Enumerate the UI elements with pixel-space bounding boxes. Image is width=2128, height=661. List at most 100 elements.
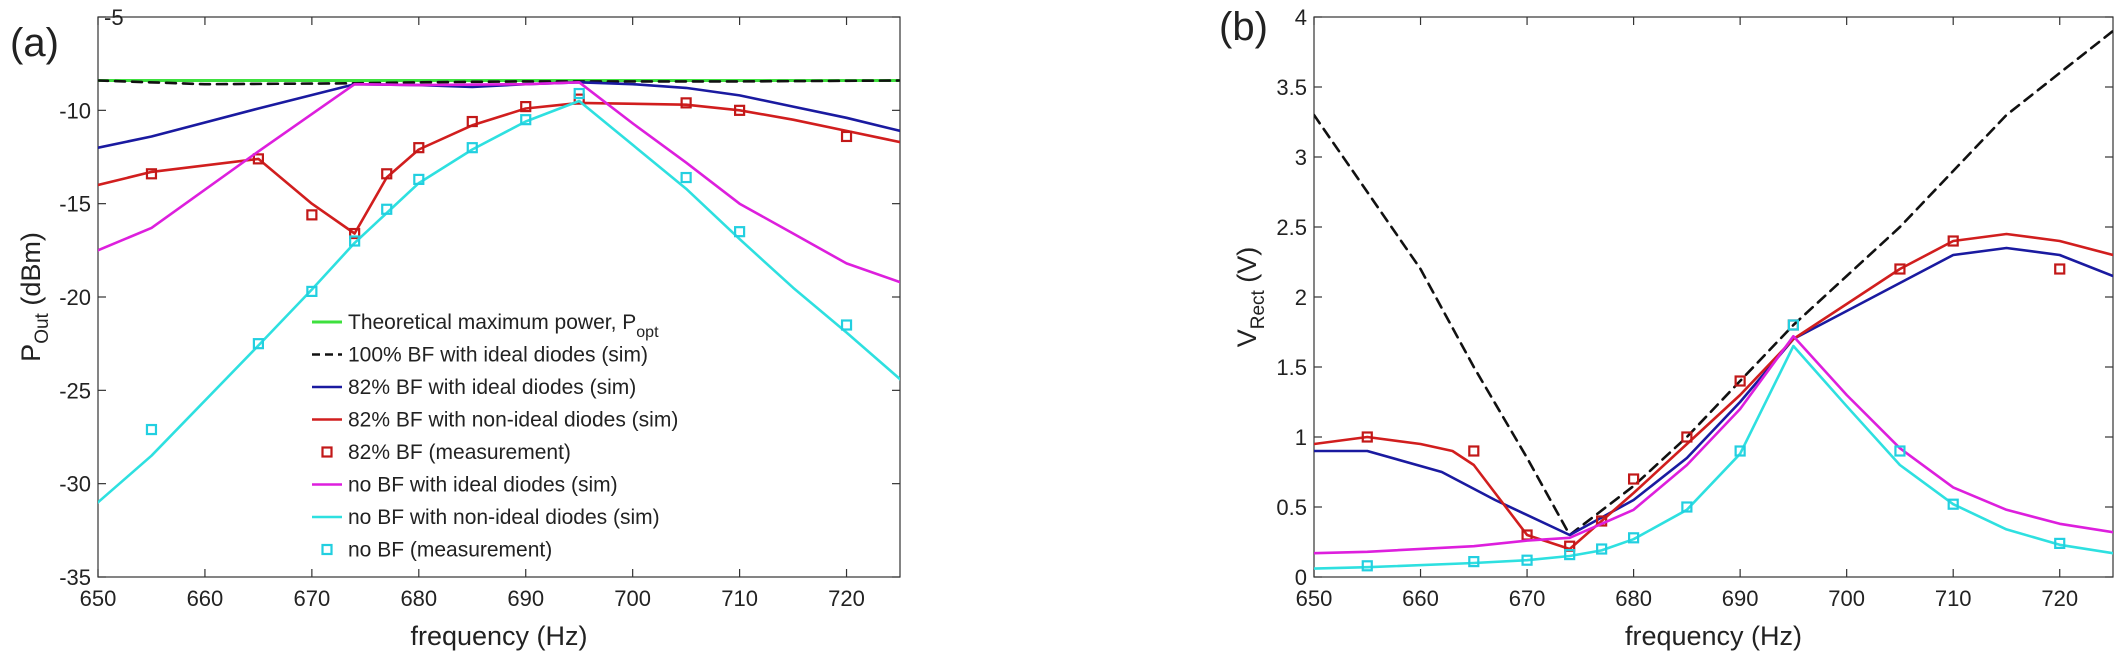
panel-b-ytick-label: 3.5 xyxy=(1276,75,1307,100)
panel-a-series-82-bf-measurement-marker xyxy=(733,104,746,116)
panel-a-series-82-bf-measurement-marker xyxy=(840,130,853,143)
panel-a-series-no-bf-measurement-marker xyxy=(466,142,478,154)
panel-a-ytick-label: -5 xyxy=(104,5,124,30)
panel-a-series-82-bf-measurement-marker xyxy=(680,97,692,109)
legend-item-3-label-text: 82% BF with non-ideal diodes (sim) xyxy=(348,409,678,432)
panel-a-xtick-label: 690 xyxy=(507,586,544,611)
panel-a-plot-area xyxy=(98,79,900,504)
panel-a-series-no-bf-measurement-marker xyxy=(349,235,361,247)
panel-a-ytick-label: -10 xyxy=(59,98,91,123)
panel-b-ytick-label: 2.5 xyxy=(1276,215,1307,240)
panel-a-series-82-bf-with-non-ideal-diodes-sim-line xyxy=(98,101,900,235)
panel-a-series-82-bf-measurement-marker xyxy=(520,100,532,113)
panel-b-series-no-bf-measurement-marker xyxy=(1361,560,1373,572)
panel-a-series-82-bf-measurement-marker xyxy=(349,227,361,240)
panel-b-ytick-label: 1.5 xyxy=(1276,355,1307,380)
panel-b-series-no-bf-measurement-marker xyxy=(1468,555,1480,568)
panel-b: 650 660 670 680 690 700 710 720 0 0.5 1 1.5 2 2.5 3 3.5… xyxy=(1219,5,2114,651)
panel-b-series-82-bf-measurement-marker xyxy=(1947,235,1959,247)
legend-item-5-label-text: no BF with ideal diodes (sim) xyxy=(348,474,618,497)
panel-a-ytick-label: -35 xyxy=(59,565,91,590)
panel-a-xlabel: frequency (Hz) xyxy=(410,621,587,651)
panel-b-series-no-bf-measurement-marker xyxy=(1787,319,1800,331)
panel-a-series-no-bf-measurement-marker xyxy=(381,203,393,215)
legend-item-4-label-text: 82% BF (measurement) xyxy=(348,441,571,464)
panel-b-xtick-label: 700 xyxy=(1828,586,1865,611)
panel-a-ytick-label: -30 xyxy=(59,472,91,497)
panel-b-series-no-bf-measurement-marker xyxy=(1681,501,1693,513)
panel-a-xtick-label: 660 xyxy=(187,586,224,611)
panel-a-ylabel: POut (dBm) xyxy=(16,232,53,362)
panel-b-ytick-label: 0.5 xyxy=(1276,495,1307,520)
panel-b-plot-area xyxy=(1314,29,2113,572)
legend-item-2-label-text: 82% BF with ideal diodes (sim) xyxy=(348,376,636,399)
panel-a-ytick-label: -25 xyxy=(59,378,91,403)
legend-item-6-label-text: no BF with non-ideal diodes (sim) xyxy=(348,506,660,529)
panel-b-ylabel-sub: Rect xyxy=(1248,289,1269,329)
legend-item-1-label-text: 100% BF with ideal diodes (sim) xyxy=(348,344,648,367)
panel-a-series-no-bf-measurement-marker xyxy=(840,319,853,331)
panel-b-series-82-bf-with-ideal-diodes-sim-line xyxy=(1314,246,2113,537)
panel-a-series-no-bf-measurement-marker xyxy=(306,285,318,297)
panel-b-series-no-bf-measurement-marker xyxy=(1627,532,1640,544)
panel-b-series-no-bf-measurement-marker xyxy=(1564,548,1576,561)
panel-a-series-82-bf-measurement-marker xyxy=(381,168,393,180)
panel-a-series-no-bf-measurement-marker xyxy=(413,173,425,185)
panel-a-xtick-label: 650 xyxy=(80,586,117,611)
panel-b-series-82-bf-measurement-marker xyxy=(1681,431,1693,443)
legend-item-6-label: no BF with non-ideal diodes (sim) xyxy=(348,506,660,529)
panel-b-series-82-bf-measurement-marker xyxy=(1468,445,1480,457)
panel-b-series-no-bf-measurement-marker xyxy=(1947,498,1959,510)
panel-b-xtick-label: 670 xyxy=(1509,586,1546,611)
panel-a-ylabel-unit: (dBm) xyxy=(16,232,46,313)
legend-item-7-label: no BF (measurement) xyxy=(348,539,552,562)
panel-b-series-82-bf-with-non-ideal-diodes-sim-line xyxy=(1314,232,2113,551)
panel-b-xtick-label: 680 xyxy=(1615,586,1652,611)
panel-b-xtick-label: 710 xyxy=(1935,586,1972,611)
panel-a: 650 660 670 680 690 700 710 720 -35 -30 -25 -20 -15 -… xyxy=(10,5,901,651)
panel-a-xtick-label: 710 xyxy=(721,586,758,611)
panel-a-ylabel-sub: Out xyxy=(32,312,53,343)
legend-item-7-swatch xyxy=(321,543,333,556)
panel-b-series-82-bf-measurement-marker xyxy=(1894,263,1906,275)
panel-b-ytick-label: 3 xyxy=(1295,145,1307,170)
panel-b-panel-label: (b) xyxy=(1219,5,1268,49)
legend-item-2-label: 82% BF with ideal diodes (sim) xyxy=(348,376,636,399)
panel-b-xtick-label: 720 xyxy=(2041,586,2078,611)
panel-a-series-82-bf-with-ideal-diodes-sim-line xyxy=(98,81,900,149)
legend-item-0-label-text: Theoretical maximum power, P xyxy=(348,311,636,334)
panel-b-series-no-bf-measurement-marker xyxy=(1521,554,1533,566)
panel-b-ytick-label: 0 xyxy=(1295,565,1307,590)
panel-b-ylabel-unit: (V) xyxy=(1232,247,1262,291)
panel-a-xtick-label: 700 xyxy=(614,586,651,611)
panel-a-series-no-bf-with-non-ideal-diodes-sim-line xyxy=(98,99,900,504)
legend-item-4-label: 82% BF (measurement) xyxy=(348,441,571,464)
panel-a-series-no-bf-measurement-marker xyxy=(573,87,585,100)
panel-a-series-no-bf-with-ideal-diodes-sim-line xyxy=(98,81,900,284)
legend-item-0-label-sub: opt xyxy=(636,324,659,341)
panel-a-series-82-bf-measurement-marker xyxy=(252,153,264,165)
legend-item-7-label-text: no BF (measurement) xyxy=(348,539,552,562)
panel-a-panel-label: (a) xyxy=(10,21,59,65)
panel-a-series-no-bf-measurement-marker xyxy=(680,171,692,184)
legend-item-4-swatch xyxy=(321,446,333,458)
panel-a-series-82-bf-measurement-marker xyxy=(306,209,318,221)
legend-item-5-label: no BF with ideal diodes (sim) xyxy=(348,474,618,497)
panel-a-series-82-bf-measurement-marker xyxy=(466,115,478,128)
panel-b-series-no-bf-with-non-ideal-diodes-sim-line xyxy=(1314,344,2113,570)
panel-a-xtick-label: 720 xyxy=(828,586,865,611)
panel-a-series-no-bf-measurement-marker xyxy=(520,114,532,126)
legend: Theoretical maximum power, Popt 100% BF w… xyxy=(312,311,678,562)
panel-a-series-82-bf-measurement-marker xyxy=(145,168,158,180)
panel-a-series-no-bf-measurement-marker xyxy=(733,226,746,238)
panel-b-axes-frame xyxy=(1313,16,2114,578)
panel-b-series-82-bf-measurement-marker xyxy=(1627,473,1640,485)
panel-b-ytick-label: 2 xyxy=(1295,285,1307,310)
panel-b-series-82-bf-measurement-marker xyxy=(2054,263,2066,275)
panel-a-ylabel-main: P xyxy=(16,344,46,362)
panel-a-xtick-label: 680 xyxy=(400,586,437,611)
panel-b-series-82-bf-measurement-marker xyxy=(1734,375,1746,387)
panel-b-xtick-label: 690 xyxy=(1722,586,1759,611)
